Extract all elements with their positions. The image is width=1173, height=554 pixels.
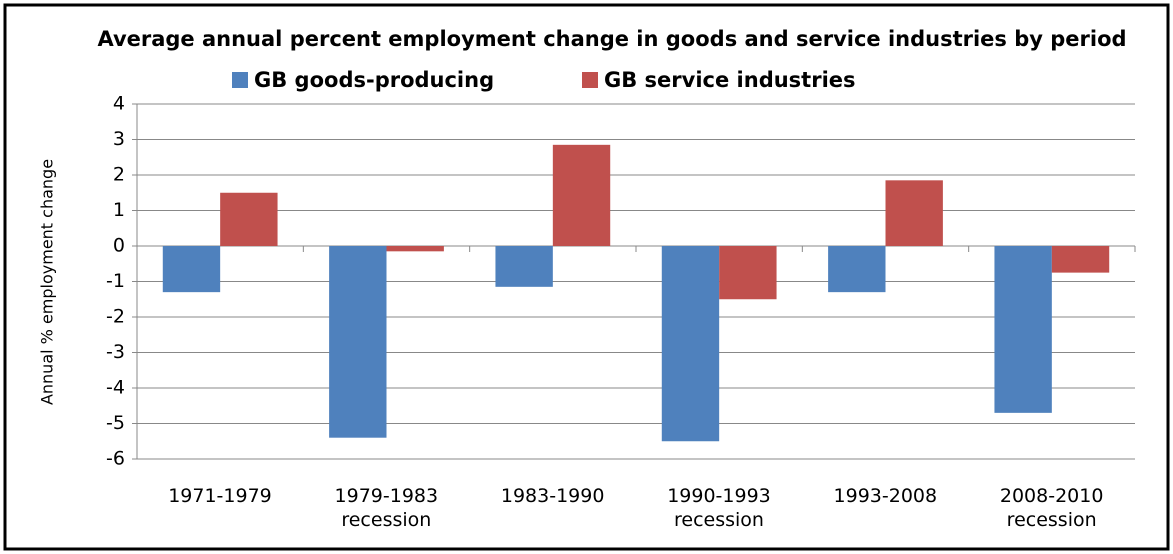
x-tick-label: 1990-1993 recession xyxy=(667,485,771,531)
y-tick-label: -2 xyxy=(106,306,125,328)
bar xyxy=(162,246,221,293)
y-tick-label: -6 xyxy=(106,448,125,470)
x-tick-label: 1983-1990 xyxy=(500,485,605,507)
bar xyxy=(220,192,278,246)
bar xyxy=(495,246,553,287)
y-tick-label: 1 xyxy=(113,199,125,221)
legend-label: GB service industries xyxy=(604,68,856,92)
bar xyxy=(719,246,777,300)
bar xyxy=(885,180,943,246)
legend-swatch xyxy=(232,72,248,88)
chart-title: Average annual percent employment change… xyxy=(97,27,1126,51)
x-tick-label: 1971-1979 xyxy=(168,485,272,507)
bar xyxy=(661,246,720,442)
bar xyxy=(552,144,611,246)
y-tick-label: -4 xyxy=(106,377,125,399)
x-tick-label: 1979-1983 recession xyxy=(334,485,439,531)
y-axis-label: Annual % employment change xyxy=(38,159,57,405)
bar xyxy=(828,246,886,293)
bar xyxy=(994,246,1052,413)
legend-label: GB goods-producing xyxy=(254,68,494,92)
y-tick-label: 3 xyxy=(113,128,125,150)
y-tick-label: -3 xyxy=(106,341,125,363)
x-tick-label: 2008-2010 recession xyxy=(999,485,1104,531)
x-tick-label: 1993-2008 xyxy=(833,485,938,507)
bar xyxy=(329,246,387,438)
bar xyxy=(1051,246,1110,273)
y-tick-label: 0 xyxy=(113,235,125,257)
legend-swatch xyxy=(582,72,598,88)
bar xyxy=(386,246,444,252)
y-tick-label: -1 xyxy=(106,270,125,292)
y-tick-label: 2 xyxy=(113,164,125,186)
y-tick-label: -5 xyxy=(106,412,125,434)
y-tick-label: 4 xyxy=(113,93,125,115)
